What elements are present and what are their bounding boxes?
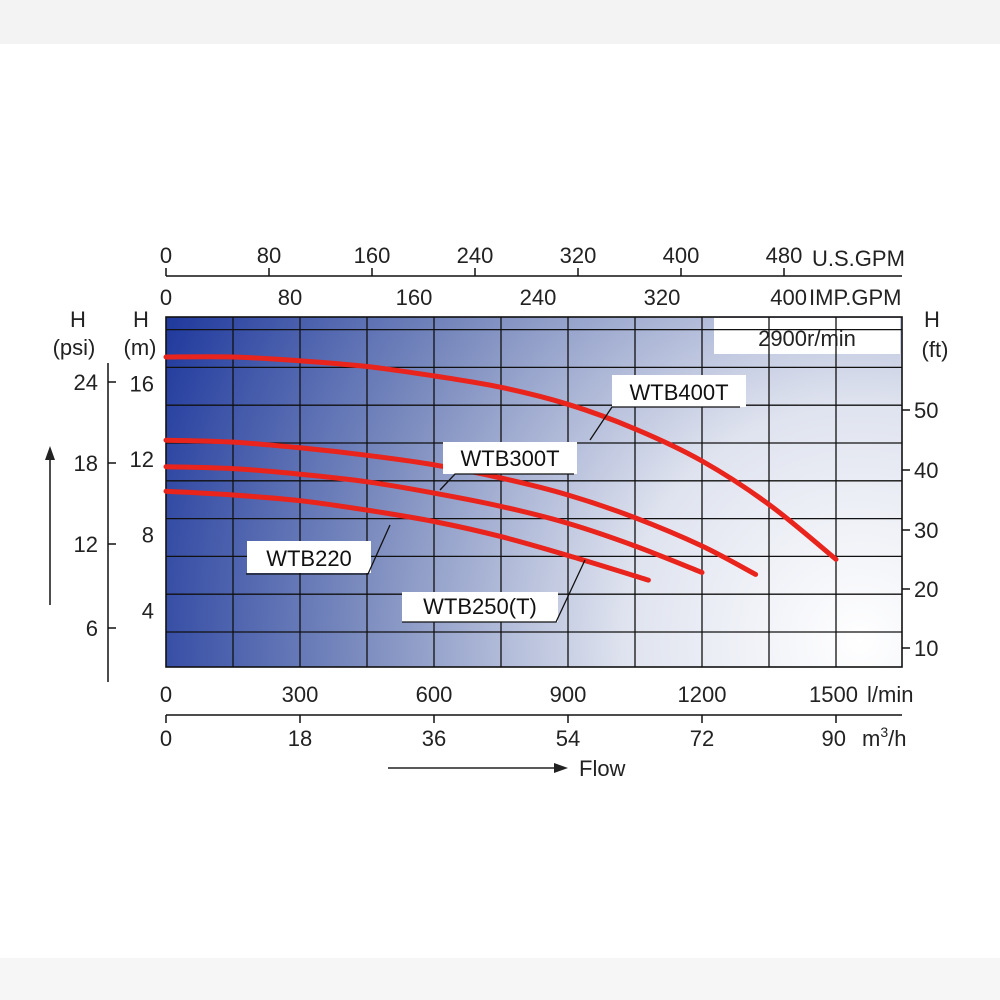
x-m3h-tick-72: 72 [690,726,714,751]
x-m3h-unit-base: m [862,726,880,751]
head-arrow [45,446,55,605]
x-impgpm-unit: IMP.GPM [809,285,902,310]
y-psi-axis-title: H [70,307,86,332]
x-lmin-unit: l/min [867,682,913,707]
x-m3h-tick-90: 90 [822,726,846,751]
series-label-wtb400t-text: WTB400T [629,380,728,405]
x-usgpm-tick-0: 0 [160,243,172,268]
y-psi-tick-6: 6 [86,616,98,641]
y-ft-axis: 10 20 30 40 50 [902,398,938,661]
flow-arrow [388,763,568,773]
x-usgpm-tick-240: 240 [457,243,494,268]
x-m3h-unit: m3/h [862,724,906,751]
series-label-wtb300t-text: WTB300T [460,446,559,471]
y-psi-tick-24: 24 [74,370,98,395]
speed-label-box [714,318,900,354]
x-usgpm-unit: U.S.GPM [812,246,905,271]
x-lmin-tick-1500: 1500 [809,682,858,707]
y-psi-tick-12: 12 [74,532,98,557]
top-margin-band [0,0,1000,44]
series-label-wtb250t-text: WTB250(T) [423,594,537,619]
x-m3h-unit-tail: /h [888,726,906,751]
y-m-tick-4: 4 [142,598,154,623]
y-ft-tick-10: 10 [914,636,938,661]
x-impgpm-tick-160: 160 [396,285,433,310]
x-usgpm-tick-480: 480 [766,243,803,268]
series-wtb220-curve [163,488,651,583]
x-impgpm-axis: 0 80 160 240 320 400 [160,285,807,310]
x-m3h-tick-36: 36 [422,726,446,751]
x-m3h-unit-sup: 3 [880,724,888,740]
x-lmin-tick-1200: 1200 [678,682,727,707]
y-ft-tick-20: 20 [914,577,938,602]
x-impgpm-tick-80: 80 [278,285,302,310]
x-lmin-tick-300: 300 [282,682,319,707]
flow-label: Flow [579,756,626,781]
y-ft-tick-50: 50 [914,398,938,423]
x-impgpm-tick-320: 320 [644,285,681,310]
y-psi-tick-18: 18 [74,451,98,476]
y-ft-axis-unit: (ft) [922,337,949,362]
x-m3h-tick-0: 0 [160,726,172,751]
x-usgpm-tick-160: 160 [354,243,391,268]
series-wtb250t-curve [163,464,705,575]
y-m-tick-8: 8 [142,523,154,548]
speed-label: 2900r/min [758,326,856,351]
x-lmin-axis: 0 300 600 900 1200 1500 [160,682,858,707]
series-label-wtb220: WTB220 [246,524,391,575]
x-impgpm-tick-400: 400 [770,285,807,310]
x-m3h-axis: 0 18 36 54 72 90 [160,715,846,751]
series-label-wtb250t: WTB250(T) [402,559,586,623]
x-usgpm-tick-400: 400 [663,243,700,268]
bottom-margin-band [0,958,1000,1000]
y-m-tick-12: 12 [130,447,154,472]
x-usgpm-tick-80: 80 [257,243,281,268]
y-m-tick-16: 16 [130,372,154,397]
y-psi-axis: 6 12 18 24 [74,370,116,641]
series-label-wtb400t: WTB400T [589,375,746,441]
x-impgpm-tick-240: 240 [520,285,557,310]
series-wtb400t-curve [163,354,839,562]
x-usgpm-tick-320: 320 [560,243,597,268]
series-label-wtb220-text: WTB220 [266,546,352,571]
y-m-axis-unit: (m) [124,335,157,360]
y-ft-tick-40: 40 [914,458,938,483]
y-m-axis-title: H [133,307,149,332]
x-impgpm-tick-0: 0 [160,285,172,310]
grid [166,317,902,667]
y-m-axis: 4 8 12 16 [130,372,154,624]
x-lmin-tick-0: 0 [160,682,172,707]
y-psi-axis-unit: (psi) [53,335,96,360]
y-ft-tick-30: 30 [914,518,938,543]
y-ft-axis-title: H [924,307,940,332]
series-label-wtb300t: WTB300T [439,442,577,491]
x-lmin-tick-900: 900 [550,682,587,707]
x-m3h-tick-54: 54 [556,726,580,751]
x-lmin-tick-600: 600 [416,682,453,707]
x-usgpm-axis: 0 80 160 240 320 400 480 [160,243,802,276]
x-m3h-tick-18: 18 [288,726,312,751]
